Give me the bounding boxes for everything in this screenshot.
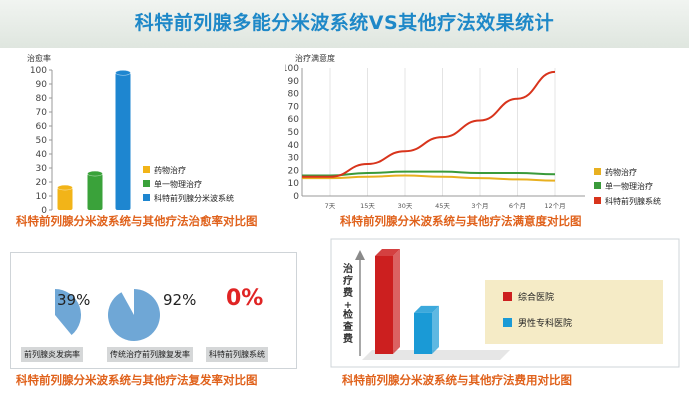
pie-traditional-relapse bbox=[108, 289, 160, 341]
cure-y-tick: 100 bbox=[30, 66, 47, 76]
cure-legend-label-2: 单一物理治疗 bbox=[154, 179, 202, 189]
cost-ylabel-char: 费 bbox=[343, 332, 353, 345]
cost-bar-side-1 bbox=[393, 249, 400, 354]
cost-caption: 科特前列腺分米波系统与其他疗法费用对比图 bbox=[342, 373, 572, 387]
page-title: 科特前列腺多能分米波系统VS其他疗法效果统计 bbox=[134, 12, 555, 34]
satisfaction-ylabel: 治疗满意度 bbox=[295, 53, 335, 63]
satisfaction-y-tick: 90 bbox=[288, 77, 300, 87]
relapse-label-2: 传统治疗前列腺复发率 bbox=[107, 347, 193, 362]
cost-ylabel-char: 治 bbox=[343, 262, 353, 275]
cure-y-tick: 90 bbox=[36, 80, 48, 90]
cure-rate-chart: 治愈率 0 10 20 30 40 50 60 70 80 90 100 药物治疗单一物理治疗科特前… bbox=[27, 53, 234, 216]
cost-legend-label-1: 综合医院 bbox=[518, 291, 554, 303]
satisfaction-x-tick: 30天 bbox=[398, 202, 413, 210]
cure-ylabel: 治愈率 bbox=[27, 53, 51, 63]
cure-legend-label-3: 科特前列腺分米波系统 bbox=[154, 193, 234, 203]
cure-y-tick: 70 bbox=[36, 108, 48, 118]
satisfaction-x-tick: 15天 bbox=[360, 202, 375, 210]
cost-bar-2 bbox=[414, 312, 432, 354]
cure-bar-top-3 bbox=[115, 69, 131, 76]
cost-legend-swatch-2 bbox=[503, 318, 512, 327]
satisfaction-x-tick: 7天 bbox=[325, 202, 336, 210]
cure-y-tick: 60 bbox=[36, 122, 48, 132]
cost-bar-1 bbox=[375, 256, 393, 354]
cost-bar-side-2 bbox=[432, 305, 439, 354]
cost-bar-top-2 bbox=[414, 305, 439, 313]
satisfaction-legend-label-1: 药物治疗 bbox=[605, 167, 637, 177]
satisfaction-line-1 bbox=[302, 174, 556, 182]
cost-legend-label-2: 男性专科医院 bbox=[518, 317, 572, 329]
cure-bar-3 bbox=[115, 72, 131, 210]
cure-bar-top-2 bbox=[87, 170, 103, 177]
cost-bar-top-1 bbox=[375, 249, 400, 256]
satisfaction-y-tick: 70 bbox=[288, 102, 300, 112]
header-banner: 科特前列腺多能分米波系统VS其他疗法效果统计 bbox=[0, 0, 689, 48]
relapse-caption: 科特前列腺分米波系统与其他疗法复发率对比图 bbox=[16, 373, 258, 387]
cure-y-tick: 40 bbox=[36, 150, 48, 160]
satisfaction-y-tick: 0 bbox=[293, 192, 299, 202]
satisfaction-x-tick: 45天 bbox=[435, 202, 450, 210]
satisfaction-y-tick: 40 bbox=[288, 141, 300, 151]
cure-y-tick: 20 bbox=[36, 178, 48, 188]
satisfaction-y-tick: 100 bbox=[285, 64, 299, 74]
satisfaction-line-3 bbox=[302, 70, 556, 178]
satisfaction-y-tick: 60 bbox=[288, 115, 300, 125]
cost-ylabel-char: 检 bbox=[343, 308, 353, 321]
cure-y-tick: 10 bbox=[36, 192, 48, 202]
cure-legend-swatch-3 bbox=[143, 194, 150, 201]
relapse-label-3: 科特前列腺系统 bbox=[206, 347, 268, 362]
cure-legend-swatch-2 bbox=[143, 180, 150, 187]
satisfaction-y-tick: 30 bbox=[288, 154, 300, 164]
cost-legend-box bbox=[485, 280, 663, 344]
cure-y-tick: 0 bbox=[41, 206, 47, 216]
relapse-value-1: 39% bbox=[57, 291, 91, 309]
relapse-value-3: 0% bbox=[226, 286, 264, 311]
satisfaction-x-tick: 6个月 bbox=[509, 202, 526, 210]
cure-bar-top-1 bbox=[57, 184, 73, 191]
cost-ylabel-char: 费 bbox=[343, 286, 353, 299]
satisfaction-y-tick: 20 bbox=[288, 166, 300, 176]
satisfaction-line-2 bbox=[302, 170, 556, 177]
satisfaction-legend-swatch-2 bbox=[594, 182, 601, 189]
satisfaction-y-tick: 10 bbox=[288, 179, 300, 189]
cost-ylabel-char: 疗 bbox=[343, 274, 353, 287]
satisfaction-x-tick: 12个月 bbox=[544, 202, 565, 210]
satisfaction-caption: 科特前列腺分米波系统与其他疗法满意度对比图 bbox=[340, 214, 582, 228]
cure-bar-2 bbox=[87, 173, 103, 210]
relapse-value-2: 92% bbox=[163, 291, 197, 309]
satisfaction-legend-swatch-3 bbox=[594, 197, 601, 204]
satisfaction-chart: 治疗满意度 7天 15天 30天 45天 3个月 6个月 12个月 0 10 20 30 40 50 60… bbox=[285, 53, 661, 210]
cost-legend-swatch-1 bbox=[503, 292, 512, 301]
satisfaction-legend-swatch-1 bbox=[594, 168, 601, 175]
cost-ylabel-char: + bbox=[344, 300, 352, 311]
relapse-label-1: 前列腺炎发病率 bbox=[21, 347, 83, 362]
cure-bar-1 bbox=[57, 187, 73, 210]
relapse-panel: 39% 前列腺炎发病率 92% 传统治疗前列腺复发率 0% 科特前列腺系统 bbox=[10, 252, 297, 369]
cost-ylabel-char: 查 bbox=[342, 320, 354, 333]
satisfaction-legend-label-3: 科特前列腺系统 bbox=[605, 196, 661, 206]
cure-y-tick: 30 bbox=[36, 164, 48, 174]
cure-y-tick: 50 bbox=[36, 136, 48, 146]
cost-floor bbox=[362, 350, 510, 360]
cure-legend-swatch-1 bbox=[143, 166, 150, 173]
cure-legend-label-1: 药物治疗 bbox=[154, 165, 186, 175]
cost-axis-arrow bbox=[355, 250, 365, 260]
pie-prostatitis-rate bbox=[55, 289, 81, 336]
cure-y-tick: 80 bbox=[36, 94, 48, 104]
satisfaction-x-tick: 3个月 bbox=[471, 202, 488, 210]
satisfaction-legend-label-2: 单一物理治疗 bbox=[605, 181, 653, 191]
cure-caption: 科特前列腺分米波系统与其他疗法治愈率对比图 bbox=[16, 214, 258, 228]
satisfaction-y-tick: 50 bbox=[288, 128, 300, 138]
satisfaction-y-tick: 80 bbox=[288, 90, 300, 100]
